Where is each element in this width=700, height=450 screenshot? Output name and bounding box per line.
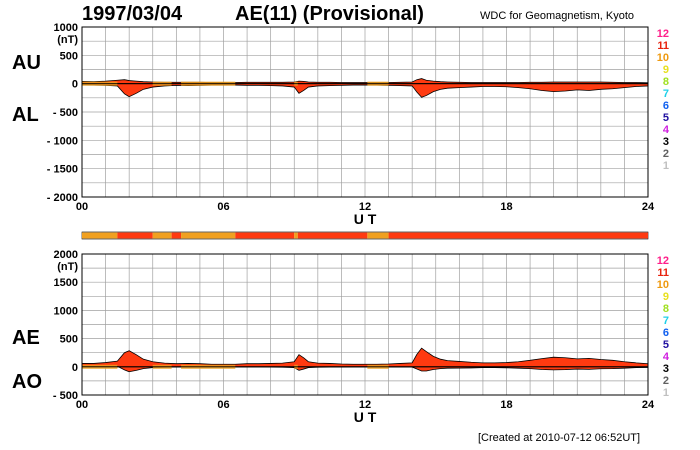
- legend-level-label: 11: [657, 267, 669, 279]
- legend-level-label: 1: [663, 160, 669, 172]
- series-area-al: [81, 83, 649, 98]
- y-tick-label: - 2000: [47, 192, 78, 204]
- legend-level-label: 5: [663, 339, 669, 351]
- x-axis-label: U T: [354, 211, 377, 227]
- x-tick-label: 06: [217, 201, 229, 213]
- activity-bar-segment: [82, 232, 118, 239]
- legend-level-label: 4: [663, 351, 670, 363]
- chart-title: AE(11) (Provisional): [235, 3, 424, 25]
- legend-level-label: 10: [657, 279, 669, 291]
- side-label-ao: AO: [12, 371, 42, 393]
- created-timestamp: [Created at 2010-07-12 06:52UT]: [478, 432, 641, 444]
- activity-bar-segment: [367, 232, 389, 239]
- legend-level-label: 8: [663, 76, 669, 88]
- x-tick-label: 24: [642, 399, 655, 411]
- side-label-ae: AE: [12, 327, 40, 349]
- y-tick-label: - 1500: [47, 164, 78, 176]
- legend-level-label: 10: [657, 52, 669, 64]
- activity-bar-segment: [235, 232, 295, 239]
- legend-level-label: 11: [657, 40, 669, 52]
- x-tick-label: 06: [217, 399, 229, 411]
- activity-bar-segment: [294, 232, 298, 239]
- legend-level-label: 5: [663, 112, 669, 124]
- legend-level-label: 9: [663, 64, 669, 76]
- activity-bar-segment: [117, 232, 153, 239]
- legend-level-label: 3: [663, 363, 669, 375]
- legend-level-label: 4: [663, 124, 670, 136]
- activity-bar-segment: [152, 232, 172, 239]
- y-tick-label: 500: [60, 50, 78, 62]
- legend-level-label: 1: [663, 387, 669, 399]
- y-tick-label: 1000: [54, 305, 78, 317]
- legend-level-label: 2: [663, 375, 669, 387]
- y-unit-label: (nT): [57, 261, 78, 273]
- x-tick-label: 24: [642, 201, 655, 213]
- x-axis-label: U T: [354, 409, 377, 425]
- x-tick-label: 18: [500, 399, 512, 411]
- y-tick-label: - 500: [53, 107, 78, 119]
- chart-date: 1997/03/04: [82, 3, 183, 25]
- y-tick-label: 500: [60, 334, 78, 346]
- legend-level-label: 7: [663, 88, 669, 100]
- x-tick-label: 00: [76, 399, 88, 411]
- y-tick-label: 1000: [54, 22, 78, 34]
- legend-level-label: 12: [657, 255, 669, 267]
- series-area-ae: [81, 347, 649, 368]
- y-tick-label: 2000: [54, 249, 78, 261]
- data-source: WDC for Geomagnetism, Kyoto: [480, 10, 635, 22]
- legend-level-label: 8: [663, 303, 669, 315]
- x-tick-label: 00: [76, 201, 88, 213]
- x-tick-label: 12: [359, 201, 371, 213]
- legend-level-label: 6: [663, 100, 669, 112]
- y-unit-label: (nT): [57, 34, 78, 46]
- y-tick-label: 0: [72, 79, 78, 91]
- legend-level-label: 2: [663, 148, 669, 160]
- plot-frame: [81, 253, 649, 396]
- activity-bar-segment: [297, 232, 368, 239]
- x-tick-label: 12: [359, 399, 371, 411]
- legend-level-label: 6: [663, 327, 669, 339]
- plot-frame: [81, 26, 649, 198]
- activity-bar-segment: [388, 232, 648, 239]
- side-label-au: AU: [12, 52, 41, 74]
- y-tick-label: - 500: [53, 390, 78, 402]
- legend-level-label: 9: [663, 291, 669, 303]
- legend-level-label: 12: [657, 28, 669, 40]
- activity-bar-segment: [171, 232, 182, 239]
- legend-level-label: 7: [663, 315, 669, 327]
- y-tick-label: 0: [72, 362, 78, 374]
- y-tick-label: 1500: [54, 277, 78, 289]
- side-label-al: AL: [12, 104, 39, 126]
- activity-bar-segment: [181, 232, 236, 239]
- legend-level-label: 3: [663, 136, 669, 148]
- y-tick-label: - 1000: [47, 135, 78, 147]
- x-tick-label: 18: [500, 201, 512, 213]
